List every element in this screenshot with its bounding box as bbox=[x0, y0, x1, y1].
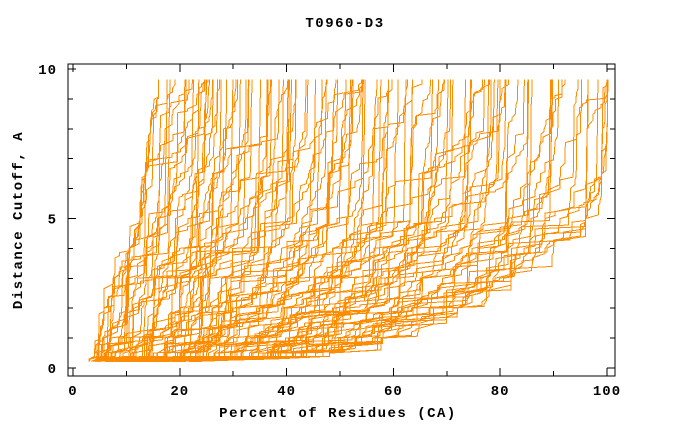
model-curve bbox=[127, 79, 354, 362]
model-curve bbox=[97, 79, 253, 362]
model-curve bbox=[133, 79, 433, 362]
model-curve bbox=[192, 79, 566, 362]
model-curve bbox=[136, 79, 363, 362]
model-curve bbox=[161, 79, 445, 362]
x-tick-label-80: 80 bbox=[491, 384, 510, 400]
model-curve bbox=[91, 79, 186, 362]
model-curve bbox=[188, 79, 533, 362]
y-axis-label: Distance Cutoff, A bbox=[11, 131, 27, 309]
model-curve bbox=[157, 79, 407, 362]
model-curve bbox=[88, 79, 206, 362]
model-curve bbox=[150, 79, 609, 362]
model-curve bbox=[94, 79, 227, 362]
model-curve bbox=[147, 79, 366, 362]
model-curve bbox=[97, 79, 250, 362]
tick-labels: 0 20 40 60 80 100 0 5 10 bbox=[38, 63, 621, 400]
model-curve bbox=[124, 79, 382, 362]
model-curve bbox=[147, 79, 506, 362]
model-curve bbox=[130, 79, 399, 362]
model-curve bbox=[171, 79, 608, 362]
model-curve bbox=[119, 79, 273, 362]
x-axis-label: Percent of Residues (CA) bbox=[219, 406, 457, 422]
model-curve bbox=[126, 79, 307, 362]
y-tick-label-5: 5 bbox=[48, 213, 57, 229]
model-curve bbox=[136, 79, 499, 362]
y-tick-label-10: 10 bbox=[38, 63, 57, 79]
model-curve bbox=[94, 79, 234, 362]
plot-frame bbox=[67, 63, 616, 377]
model-curve bbox=[127, 79, 364, 362]
model-curve bbox=[107, 79, 297, 362]
model-curve bbox=[160, 79, 582, 362]
gdt-curves bbox=[88, 79, 609, 362]
model-curve bbox=[147, 79, 439, 362]
model-curve bbox=[109, 79, 327, 362]
model-curve bbox=[146, 79, 608, 362]
model-curve bbox=[140, 79, 525, 362]
model-curve bbox=[133, 79, 364, 362]
model-curve bbox=[128, 79, 351, 362]
x-tick-label-0: 0 bbox=[68, 384, 77, 400]
model-curve bbox=[114, 79, 290, 362]
model-curve bbox=[138, 79, 449, 362]
model-curve bbox=[115, 79, 323, 362]
model-curve bbox=[153, 79, 451, 362]
x-tick-label-60: 60 bbox=[384, 384, 403, 400]
model-curve bbox=[95, 79, 209, 362]
model-curve bbox=[156, 79, 467, 362]
model-curve bbox=[91, 79, 221, 362]
x-tick-label-100: 100 bbox=[593, 384, 621, 400]
x-tick-label-40: 40 bbox=[277, 384, 296, 400]
model-curve bbox=[105, 79, 271, 362]
x-tick-label-20: 20 bbox=[170, 384, 189, 400]
model-curve bbox=[88, 79, 176, 362]
model-curve bbox=[158, 79, 509, 362]
model-curve bbox=[119, 79, 378, 362]
chart-title: T0960-D3 bbox=[305, 16, 384, 32]
model-curve bbox=[89, 79, 193, 362]
model-curve bbox=[123, 79, 268, 362]
model-curve bbox=[88, 79, 205, 362]
model-curve bbox=[97, 79, 237, 362]
model-curve bbox=[141, 79, 551, 362]
model-curve bbox=[146, 79, 483, 362]
model-curve bbox=[163, 79, 472, 362]
model-curve bbox=[131, 79, 472, 362]
model-curve bbox=[110, 79, 292, 362]
model-curve bbox=[137, 79, 423, 362]
model-curve bbox=[88, 79, 200, 362]
model-curve bbox=[154, 79, 530, 362]
model-curve bbox=[132, 79, 289, 362]
model-curve bbox=[117, 79, 309, 362]
model-curve bbox=[109, 79, 249, 362]
model-curve bbox=[165, 79, 563, 362]
model-curve bbox=[159, 79, 507, 362]
model-curve bbox=[139, 79, 579, 362]
model-curve bbox=[172, 79, 519, 362]
y-tick-label-0: 0 bbox=[48, 362, 57, 378]
model-curve bbox=[96, 79, 218, 362]
model-curve bbox=[92, 79, 190, 362]
model-curve bbox=[163, 79, 485, 362]
model-curve bbox=[127, 79, 431, 362]
model-curve bbox=[104, 79, 210, 362]
model-curve bbox=[97, 79, 194, 362]
model-curve bbox=[174, 79, 559, 362]
model-curve bbox=[110, 79, 280, 362]
model-curve bbox=[163, 79, 529, 362]
model-curve bbox=[117, 79, 316, 362]
